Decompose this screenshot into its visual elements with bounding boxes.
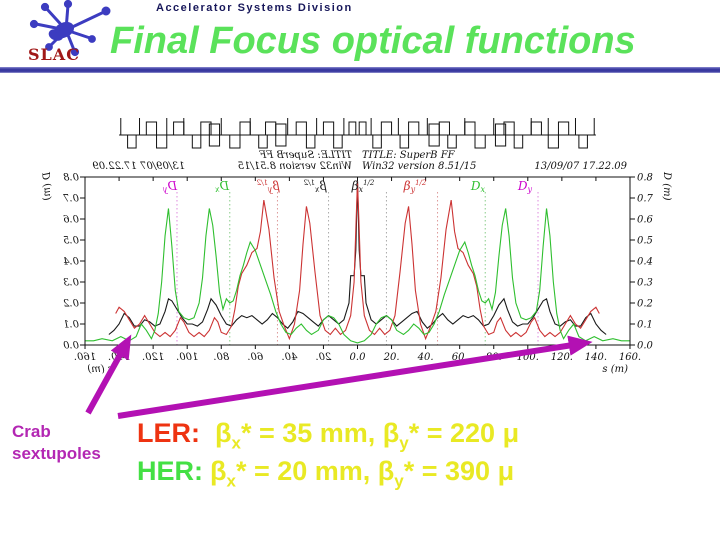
x-tick-label: 20. [383,352,400,363]
y-tick-label-left-mirrored: 0.7 [62,194,79,205]
plot-timestamp-mirrored: 13/09/07 17.22.09 [92,161,185,172]
formula-text: β [215,418,232,448]
formula-text: * = 35 mm, [240,418,383,448]
y-tick-label-right: 0.0 [637,341,654,352]
guide-lines [176,192,539,345]
y-tick-label-left-mirrored: 0.3 [63,278,79,289]
formula-text: β [382,418,400,448]
legend-item-βy: βy1/2 [403,179,427,194]
x-tick-label-mirrored: 160. [74,352,96,363]
divider-bar [0,67,720,73]
plot-subtitle: Win32 version 8.51/15 [362,161,476,172]
plot-title-mirrored: TITLE: SuperB FF [258,150,352,161]
y-tick-label-right: 0.1 [637,320,653,331]
beta-subscript: y [394,471,404,491]
slac-logo: SLAC [28,0,111,64]
her-formula: βx* = 20 mm, βy* = 390 μ [210,455,515,490]
page-title: Final Focus optical functions [110,20,636,62]
plot-subtitle-mirrored: Win32 version 8.51/15 [238,161,352,172]
optics-plot: 0.8 0.8 0.7 0.7 0.6 0.6 0.5 0.5 0.4 0.4 0.3 0.3 0.2 0… [42,118,672,419]
ler-label: LER: [137,418,200,448]
x-tick-label: 140. [585,352,607,363]
legend-item-Dy: Dy [162,179,178,194]
formula-text: β [377,455,395,486]
crab-sextupoles-label: Crab sextupoles [12,422,101,464]
legend-item-Dx: Dx [470,179,486,194]
legend-item-Dx: Dx [214,179,230,194]
x-axis-label-mirrored: s (m) [87,364,113,375]
x-tick-label: 0.0 [350,352,367,363]
x-tick-label: 100. [517,352,539,363]
x-tick-label: 60. [452,352,468,363]
plot-timestamp: 13/09/07 17.22.09 [534,161,627,172]
right-axis-label: D (m) [661,171,672,201]
y-tick-label-left-mirrored: 0.8 [63,173,79,184]
formula-text: β [210,455,227,486]
series-beta_x_sqrt [108,181,607,335]
x-tick-label-mirrored: 100. [176,352,198,363]
plot-title: TITLE: SuperB FF [362,150,456,161]
x-tick-label-mirrored: 60. [247,352,263,363]
x-tick-label: 40. [417,352,434,363]
crab-arrow-1 [85,334,132,415]
y-tick-label-right: 0.7 [637,194,654,205]
y-tick-label-left-mirrored: 0.6 [62,215,79,226]
beta-subscript: x [231,433,241,453]
y-tick-label-left-mirrored: 0.4 [63,257,79,268]
ler-formula: βx* = 35 mm, βy* = 220 μ [215,418,520,452]
legend-item-βx: βx1/2 [303,179,327,194]
y-tick-label-left-mirrored: 0.5 [63,236,79,247]
x-tick-label-mirrored: 40. [281,352,298,363]
series-beta_y_sqrt [115,181,600,341]
left-axis-label-mirrored: D (m) [42,171,53,201]
axes-frame [80,176,635,349]
y-tick-label-left-mirrored: 0.0 [62,341,79,352]
formula-text: * = 20 mm, [235,455,378,486]
x-tick-label: 160. [619,352,641,363]
x-tick-label: 120. [551,352,573,363]
beta-subscript: y [399,433,409,453]
x-tick-label-mirrored: 120. [142,352,164,363]
legend-item-βx: βx1/2 [351,179,375,194]
formula-text: * = 220 μ [408,418,520,448]
beta-subscript: x [226,471,236,491]
y-tick-label-left-mirrored: 0.1 [63,320,79,331]
formula-text: * = 390 μ [403,455,515,486]
x-tick-label-mirrored: 20. [315,352,332,363]
y-tick-label-right: 0.4 [637,257,653,268]
her-line: HER: βx* = 20 mm, βy* = 390 μ [137,454,519,492]
y-tick-label-right: 0.5 [637,236,653,247]
y-tick-label-right: 0.8 [637,173,653,184]
lattice-synoptic [119,118,596,149]
x-tick-label-mirrored: 80. [213,352,229,363]
y-tick-label-right: 0.6 [637,215,654,226]
legend-item-βy: βy1/2 [256,179,280,194]
legend-item-Dy: Dy [517,179,533,194]
crab-arrow-2 [117,335,593,419]
series-D_x [85,208,630,344]
logo-text: SLAC [28,45,80,64]
y-tick-label-right: 0.3 [637,278,653,289]
beta-values-block: LER: βx* = 35 mm, βy* = 220 μ HER: βx* = 2… [137,416,519,492]
y-tick-label-left-mirrored: 0.2 [63,299,79,310]
y-tick-label-right: 0.2 [637,299,653,310]
her-label: HER: [137,455,203,486]
division-label: Accelerator Systems Division [156,2,353,14]
ler-line: LER: βx* = 35 mm, βy* = 220 μ [137,416,519,454]
x-axis-label: s (m) [602,364,628,375]
logo-starburst [29,0,111,57]
